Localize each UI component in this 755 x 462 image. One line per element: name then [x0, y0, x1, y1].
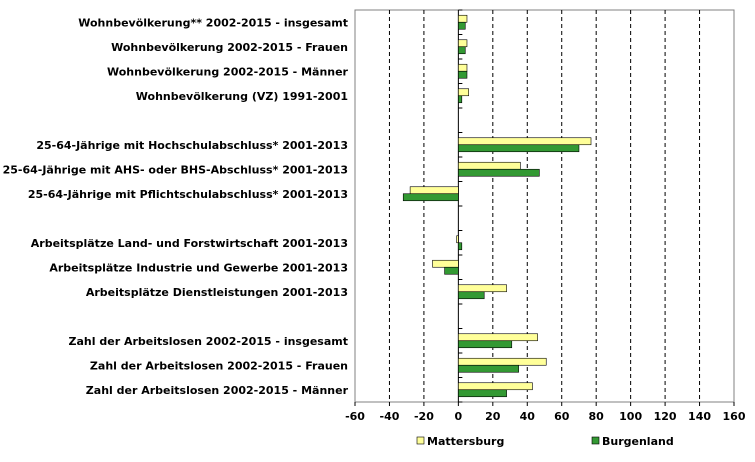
bar-mattersburg [458, 161, 521, 170]
bar-burgenland [458, 340, 513, 349]
category-label: 25-64-Jährige mit Hochschulabschluss* 20… [36, 139, 348, 152]
bar-burgenland [458, 144, 580, 153]
bar-burgenland [458, 95, 463, 104]
bar-burgenland [458, 46, 466, 55]
bar-mattersburg [458, 137, 592, 146]
bar-mattersburg [456, 235, 459, 244]
category-label: Zahl der Arbeitslosen 2002-2015 - Frauen [90, 359, 348, 372]
category-label: Wohnbevölkerung 2002-2015 - Frauen [111, 41, 348, 54]
category-label: Wohnbevölkerung (VZ) 1991-2001 [136, 90, 348, 103]
bar-mattersburg [458, 357, 547, 366]
bar-burgenland [458, 364, 519, 373]
x-tick-label: 100 [619, 410, 642, 423]
bar-mattersburg [409, 186, 459, 195]
x-tick-label: 120 [654, 410, 677, 423]
legend-label-mattersburg: Mattersburg [427, 435, 504, 448]
bar-burgenland [444, 266, 459, 275]
bar-burgenland [458, 70, 468, 79]
category-label: Zahl der Arbeitslosen 2002-2015 - Männer [86, 384, 349, 397]
legend-label-burgenland: Burgenland [602, 435, 674, 448]
plot-area [354, 9, 735, 403]
bar-mattersburg [432, 259, 459, 268]
bar-mattersburg [458, 14, 468, 23]
x-tick-label: 60 [554, 410, 570, 423]
legend-swatch-mattersburg [416, 436, 425, 445]
legend-swatch-burgenland [591, 436, 600, 445]
category-label: Arbeitsplätze Dienstleistungen 2001-2013 [86, 286, 348, 299]
bar-burgenland [458, 242, 463, 251]
bar-mattersburg [458, 333, 538, 342]
bar-mattersburg [458, 63, 468, 72]
x-tick-label: 40 [520, 410, 536, 423]
x-tick-label: -60 [345, 410, 365, 423]
bar-burgenland [458, 389, 507, 398]
category-label: Zahl der Arbeitslosen 2002-2015 - insges… [69, 335, 348, 348]
bar-burgenland [458, 168, 540, 177]
bar-burgenland [458, 291, 485, 300]
bar-mattersburg [458, 382, 533, 391]
bar-mattersburg [458, 39, 468, 48]
bar-mattersburg [458, 88, 470, 97]
bar-mattersburg [458, 284, 507, 293]
category-label: 25-64-Jährige mit AHS- oder BHS-Abschlus… [3, 163, 348, 176]
x-tick-label: 80 [589, 410, 605, 423]
x-tick-label: 20 [485, 410, 501, 423]
x-tick-label: -20 [414, 410, 434, 423]
category-label: Arbeitsplätze Land- und Forstwirtschaft … [31, 237, 348, 250]
x-tick-label: -40 [380, 410, 400, 423]
category-label: Wohnbevölkerung 2002-2015 - Männer [107, 65, 349, 78]
bar-burgenland [458, 21, 466, 30]
category-label: Wohnbevölkerung** 2002-2015 - insgesamt [78, 16, 348, 29]
bar-burgenland [402, 193, 459, 202]
x-tick-label: 140 [688, 410, 711, 423]
x-tick-label: 160 [723, 410, 746, 423]
category-label: 25-64-Jährige mit Pflichtschulabschluss*… [28, 188, 348, 201]
category-label: Arbeitsplätze Industrie und Gewerbe 2001… [49, 261, 348, 274]
x-tick-label: 0 [455, 410, 463, 423]
